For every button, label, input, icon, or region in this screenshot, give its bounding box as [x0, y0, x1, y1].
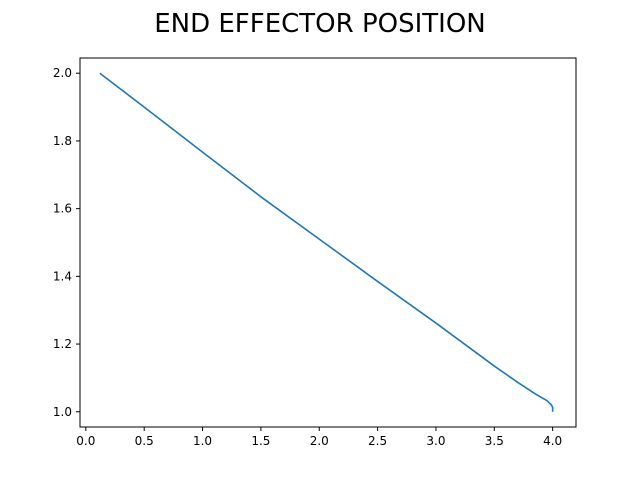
x-tick-label: 0.0	[76, 434, 95, 448]
y-tick-label: 2.0	[53, 66, 72, 80]
x-tick-label: 4.0	[543, 434, 562, 448]
x-tick-label: 2.5	[368, 434, 387, 448]
x-tick-label: 3.0	[426, 434, 445, 448]
x-tick-label: 1.0	[193, 434, 212, 448]
y-tick-label: 1.2	[53, 337, 72, 351]
x-tick-label: 2.0	[310, 434, 329, 448]
series-line-0	[99, 72, 554, 412]
y-tick-label: 1.8	[53, 134, 72, 148]
x-tick-label: 0.5	[135, 434, 154, 448]
y-tick-label: 1.6	[53, 202, 72, 216]
chart-title: END EFFECTOR POSITION	[154, 9, 486, 39]
x-tick-label: 3.5	[485, 434, 504, 448]
plot-area-frame	[79, 57, 577, 428]
ticks-layer: 0.0 0.5 1.0 1.5 2.0 2.5 3.0 3.5 4.0 1.0 1.2 1.4 1.6 1…	[53, 66, 562, 448]
y-tick-label: 1.0	[53, 405, 72, 419]
y-tick-label: 1.4	[53, 269, 72, 283]
series-layer	[99, 72, 554, 412]
x-tick-label: 1.5	[251, 434, 270, 448]
